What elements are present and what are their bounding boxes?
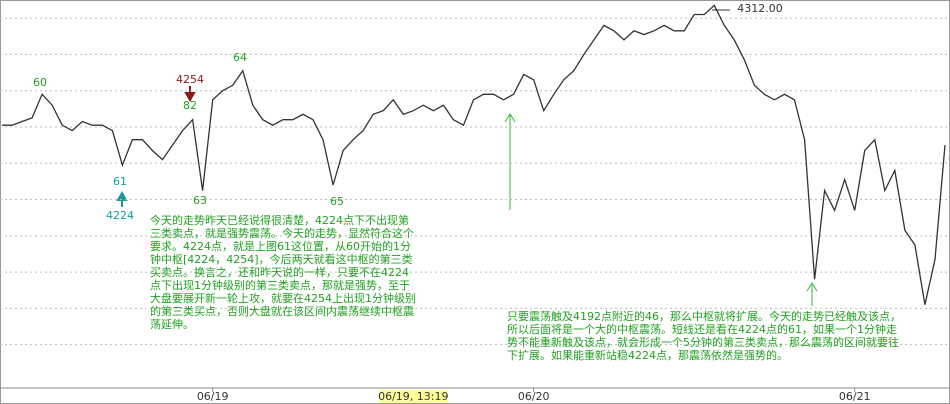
- x-tick-label: 06/20: [518, 390, 550, 403]
- note: 今天的走势昨天已经说得很清楚，4224点下不出现第三类卖点，就是强势震荡。今天的…: [150, 214, 416, 331]
- price-line: [2, 4, 946, 305]
- note: 只要震荡触及4192点附近的46，那么中枢就将扩展。今天的走势已经触及该点，所以…: [507, 310, 901, 362]
- annotation: 65: [330, 195, 344, 208]
- annotation: 63: [193, 194, 207, 207]
- x-tick-label: 06/21: [839, 390, 871, 403]
- annotation: 4312.00: [737, 2, 783, 15]
- pointer-head: [806, 282, 818, 292]
- cursor-label: 06/19, 13:19: [378, 390, 448, 403]
- annotation: 82: [183, 99, 197, 112]
- up-arrow: [116, 190, 128, 207]
- annotation: 61: [113, 175, 127, 188]
- annotation: 64: [233, 51, 247, 64]
- annotation: 4224: [106, 209, 134, 222]
- pointer-head: [504, 113, 516, 123]
- annotation: 4254: [176, 73, 204, 86]
- x-tick-label: 06/19: [197, 390, 229, 403]
- down-arrow: [184, 86, 196, 103]
- cursor-box: [379, 390, 448, 403]
- annotation: 60: [33, 76, 47, 89]
